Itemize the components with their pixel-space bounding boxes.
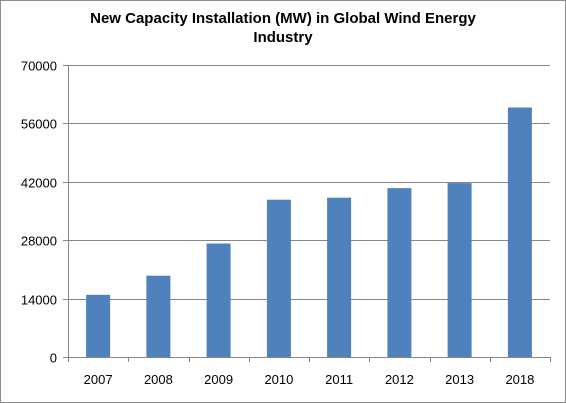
x-tick-label-2012: 2012 bbox=[385, 372, 414, 387]
chart-title-line-1: New Capacity Installation (MW) in Global… bbox=[90, 10, 476, 27]
bar-2007 bbox=[86, 294, 111, 357]
x-tick-label-2009: 2009 bbox=[204, 372, 233, 387]
x-tick-label-2013: 2013 bbox=[445, 372, 474, 387]
y-tick-label-42000: 42000 bbox=[21, 176, 57, 191]
axes bbox=[63, 65, 551, 362]
y-tick-label-28000: 28000 bbox=[21, 234, 57, 249]
y-tick-label-70000: 70000 bbox=[21, 59, 57, 74]
x-tick-labels: 2007 2008 2009 2010 2011 2012 2013 2018 bbox=[84, 372, 535, 387]
y-tick-label-0: 0 bbox=[50, 351, 57, 366]
x-tick-label-2018: 2018 bbox=[505, 372, 534, 387]
y-tick-labels: 0 14000 28000 42000 56000 70000 bbox=[21, 59, 57, 366]
y-tick-label-14000: 14000 bbox=[21, 293, 57, 308]
x-tick-label-2007: 2007 bbox=[84, 372, 113, 387]
gridlines bbox=[68, 65, 550, 300]
chart-title-line-2: Industry bbox=[253, 29, 313, 46]
x-tick-label-2010: 2010 bbox=[264, 372, 293, 387]
bar-2011 bbox=[327, 197, 352, 357]
x-tick-label-2008: 2008 bbox=[144, 372, 173, 387]
bar-2012 bbox=[387, 188, 412, 357]
bar-2009 bbox=[206, 243, 231, 357]
chart-title: New Capacity Installation (MW) in Global… bbox=[1, 9, 565, 47]
bar-2013 bbox=[447, 183, 472, 357]
bar-2010 bbox=[266, 199, 291, 357]
bar-2008 bbox=[146, 275, 171, 357]
x-tick-label-2011: 2011 bbox=[325, 372, 353, 387]
y-tick-label-56000: 56000 bbox=[21, 117, 57, 132]
bars bbox=[86, 107, 532, 357]
bar-2018 bbox=[507, 107, 532, 357]
